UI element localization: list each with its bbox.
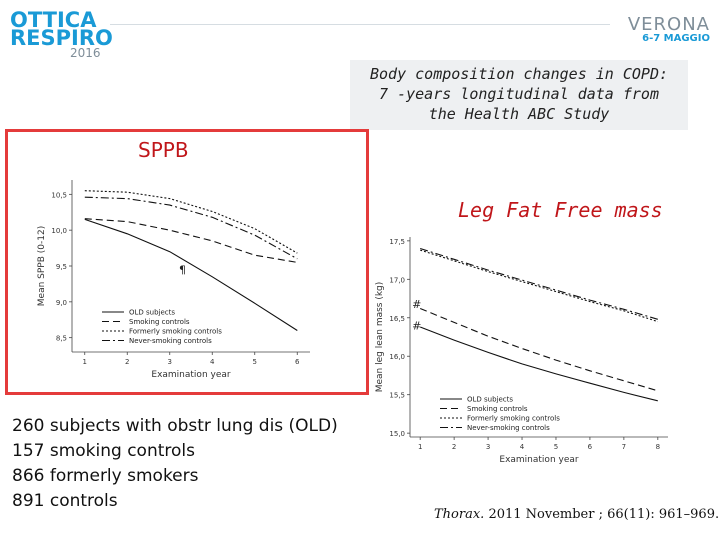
x-tick-label: 2 [125,358,129,366]
y-axis-label: Mean leg lean mass (kg) [375,282,385,393]
chart-axes: 15,0 15,5 16,0 16,5 17,0 17,5 1 2 3 4 5 6 7 8 [389,237,668,451]
series-line-3 [84,196,298,260]
x-tick-label: 6 [295,358,300,366]
count-line: 260 subjects with obstr lung dis (OLD) [12,416,338,436]
x-tick-label: 1 [418,443,422,451]
count-line: 866 formerly smokers [12,466,199,486]
legend-label: OLD subjects [129,309,175,317]
x-tick-label: 6 [588,443,593,451]
legend-label: Smoking controls [129,318,190,326]
citation-detail: 2011 November ; 66(11): 961–969. [484,507,720,522]
y-tick-label: 15,0 [389,430,405,438]
x-tick-label: 7 [622,443,626,451]
y-tick-label: 17,5 [389,238,405,246]
series-line-0 [84,218,298,331]
x-tick-label: 1 [83,358,87,366]
y-axis-label: Mean SPPB (0-12) [37,226,47,306]
logo-line-1: OTTICA [10,8,97,32]
logo-line-2: RESPIRO [10,26,113,50]
x-tick-label: 3 [168,358,172,366]
x-axis-label: Examination year [499,455,578,465]
series-line-1 [419,307,658,392]
logo-dates: 6-7 MAGGIO [642,33,710,44]
legend-label: OLD subjects [467,396,513,404]
y-tick-label: 9,5 [56,263,67,271]
y-tick-label: 10,0 [51,227,67,235]
title-line: the Health ABC Study [428,105,610,123]
series-line-3 [420,247,658,320]
citation-journal: Thorax. [434,507,485,522]
citation: Thorax. 2011 November ; 66(11): 961–969. [434,507,719,522]
chart-annotation: # [412,298,421,311]
chart-axes: 8,5 9,0 9,5 10,0 10,5 1 2 3 4 5 6 [51,180,310,366]
x-tick-label: 5 [253,358,257,366]
series-line-2 [420,249,658,323]
x-tick-label: 4 [210,358,215,366]
y-tick-label: 8,5 [56,335,67,343]
x-tick-label: 2 [452,443,456,451]
series-line-0 [420,326,658,402]
sppb-highlight-frame [5,129,369,395]
cohort-counts: 260 subjects with obstr lung dis (OLD) 1… [12,414,338,514]
series-line-1 [84,218,298,263]
x-tick-label: 3 [486,443,490,451]
chart-series: ¶ [84,190,298,331]
legend-label: Formerly smoking controls [129,328,222,336]
legend-label: Never-smoking controls [129,337,212,345]
legend-label: Smoking controls [467,405,528,413]
y-tick-label: 17,0 [389,276,405,284]
header-divider [110,24,610,25]
y-tick-label: 15,5 [389,392,405,400]
legend-label: Never-smoking controls [467,424,550,432]
x-tick-label: 5 [554,443,558,451]
logo-city: VERONA [627,14,710,35]
chart-annotation: # [412,319,421,332]
count-line: 891 controls [12,491,118,511]
leg-fat-free-mass-label: Leg Fat Free mass [458,198,663,222]
sppb-chart: 8,5 9,0 9,5 10,0 10,5 1 2 3 4 5 6 ¶ OLD subjectsSm… [37,180,310,380]
y-tick-label: 9,0 [56,299,67,307]
x-tick-label: 4 [520,443,525,451]
chart-series: ## [412,247,658,402]
x-tick-label: 8 [656,443,660,451]
y-tick-label: 16,0 [389,353,405,361]
legend-label: Formerly smoking controls [467,415,560,423]
count-line: 157 smoking controls [12,441,195,461]
x-axis-label: Examination year [151,370,230,380]
y-tick-label: 10,5 [51,191,67,199]
chart-annotation: ¶ [179,264,186,277]
sppb-label: SPPB [138,138,189,162]
title-line: Body composition changes in COPD: [369,65,668,83]
ottica-respiro-logo: OTTICA RESPIRO 2016 [10,8,140,60]
logo-year: 2016 [70,46,101,60]
slide-title: Body composition changes in COPD: 7 -yea… [350,60,688,130]
y-tick-label: 16,5 [389,315,405,323]
leg-lean-mass-chart: 15,015,516,016,517,017,51 2 3 4 5 6 7 8 ## OLD … [375,237,668,465]
series-line-2 [84,190,298,254]
title-line: 7 -years longitudinal data from [379,85,659,103]
verona-logo: VERONA 6-7 MAGGIO [628,14,710,44]
